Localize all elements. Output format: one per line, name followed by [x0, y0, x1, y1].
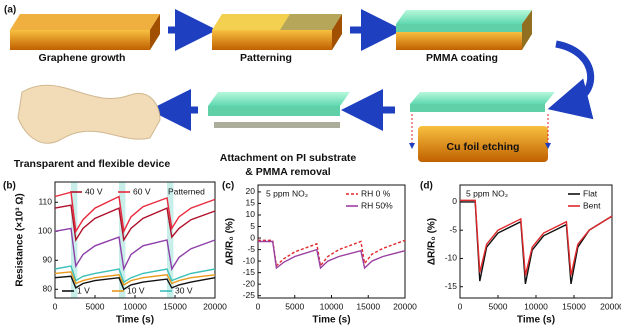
data-line: [258, 240, 406, 270]
y-axis-label: ΔR/R₀ (%): [427, 218, 438, 265]
y-tick-label: -15: [445, 281, 458, 291]
x-tick-label: 0: [256, 301, 261, 311]
shaded-range: [71, 182, 78, 298]
patterned-foil: [212, 14, 342, 50]
pmma-coated-foil: [396, 10, 532, 50]
y-tick-label: 5: [250, 221, 255, 231]
data-line: [54, 275, 216, 291]
shaded-range: [167, 182, 174, 298]
x-tick-label: 5000: [285, 301, 304, 311]
x-tick-label: 5000: [489, 301, 508, 311]
legend-label: 40 V: [85, 186, 103, 196]
data-line: [258, 239, 406, 268]
flexible-device: [17, 84, 161, 144]
y-axis-label: ΔR/R₀ (%): [225, 218, 236, 265]
legend-label: 30 V: [175, 285, 193, 295]
x-tick-label: 20000: [393, 301, 417, 311]
y-axis-label: Resistance (×10³ Ω): [15, 193, 26, 286]
x-tick-label: 0: [458, 301, 463, 311]
y-tick-label: 110: [38, 197, 52, 207]
legend-label: 1 V: [77, 285, 90, 295]
step-label: & PMMA removal: [245, 166, 330, 178]
panel-label: (d): [420, 181, 433, 192]
x-axis-label: Time (s): [517, 315, 555, 326]
y-tick-label: -20: [243, 278, 256, 288]
y-tick-label: 0: [250, 232, 255, 242]
annotation: 5 ppm NO₂: [266, 188, 308, 198]
legend-label: RH 0 %: [361, 188, 391, 198]
arrow: [547, 40, 594, 120]
data-line: [460, 201, 613, 285]
y-tick-label: 80: [43, 284, 53, 294]
step-label: Attachment on PI substrate: [220, 152, 357, 164]
y-tick-label: -25: [243, 290, 256, 300]
legend-label: RH 50%: [361, 200, 393, 210]
data-line: [460, 199, 613, 276]
step-label: Patterning: [240, 52, 292, 64]
x-tick-label: 10000: [123, 301, 147, 311]
legend-label: 60 V: [133, 186, 151, 196]
data-line: [54, 227, 216, 272]
legend-label: Flat: [583, 188, 598, 198]
panel-label: (b): [3, 181, 16, 192]
data-line: [54, 271, 216, 286]
x-tick-label: 15000: [356, 301, 380, 311]
y-tick-label: 0: [452, 196, 457, 206]
step-label: Cu foil etching: [447, 141, 520, 153]
y-tick-label: 10: [246, 209, 256, 219]
x-tick-label: 15000: [562, 301, 586, 311]
step-label: Transparent and flexible device: [14, 158, 171, 170]
x-tick-label: 15000: [163, 301, 187, 311]
annotation: Patterned: [168, 186, 205, 196]
x-tick-label: 0: [53, 301, 58, 311]
transfer: [208, 92, 350, 128]
step-label: Graphene growth: [39, 52, 126, 64]
copper-foil: [10, 14, 160, 50]
x-axis-label: Time (s): [312, 315, 350, 326]
etching: [409, 92, 555, 162]
x-tick-label: 20000: [600, 301, 621, 311]
plot-frame: [54, 181, 216, 299]
x-tick-label: 10000: [524, 301, 548, 311]
panel-label: (a): [4, 5, 16, 16]
data-line: [54, 204, 216, 243]
shaded-range: [119, 182, 126, 298]
panel-label: (c): [222, 181, 234, 192]
y-tick-label: 100: [38, 226, 52, 236]
y-tick-label: 20: [246, 186, 256, 196]
x-tick-label: 5000: [86, 301, 105, 311]
y-tick-label: -10: [243, 255, 256, 265]
y-tick-label: -5: [247, 244, 255, 254]
y-tick-label: 15: [246, 198, 256, 208]
legend-label: Bent: [583, 200, 601, 210]
data-line: [54, 191, 216, 234]
y-tick-label: -5: [449, 224, 457, 234]
y-tick-label: -15: [243, 267, 256, 277]
data-line: [54, 265, 216, 284]
legend-label: 10 V: [127, 285, 145, 295]
x-tick-label: 20000: [203, 301, 227, 311]
x-axis-label: Time (s): [116, 315, 154, 326]
step-label: PMMA coating: [426, 52, 498, 64]
y-tick-label: -10: [445, 253, 458, 263]
annotation: 5 ppm NO₂: [466, 188, 508, 198]
y-tick-label: 90: [43, 255, 53, 265]
x-tick-label: 10000: [320, 301, 344, 311]
